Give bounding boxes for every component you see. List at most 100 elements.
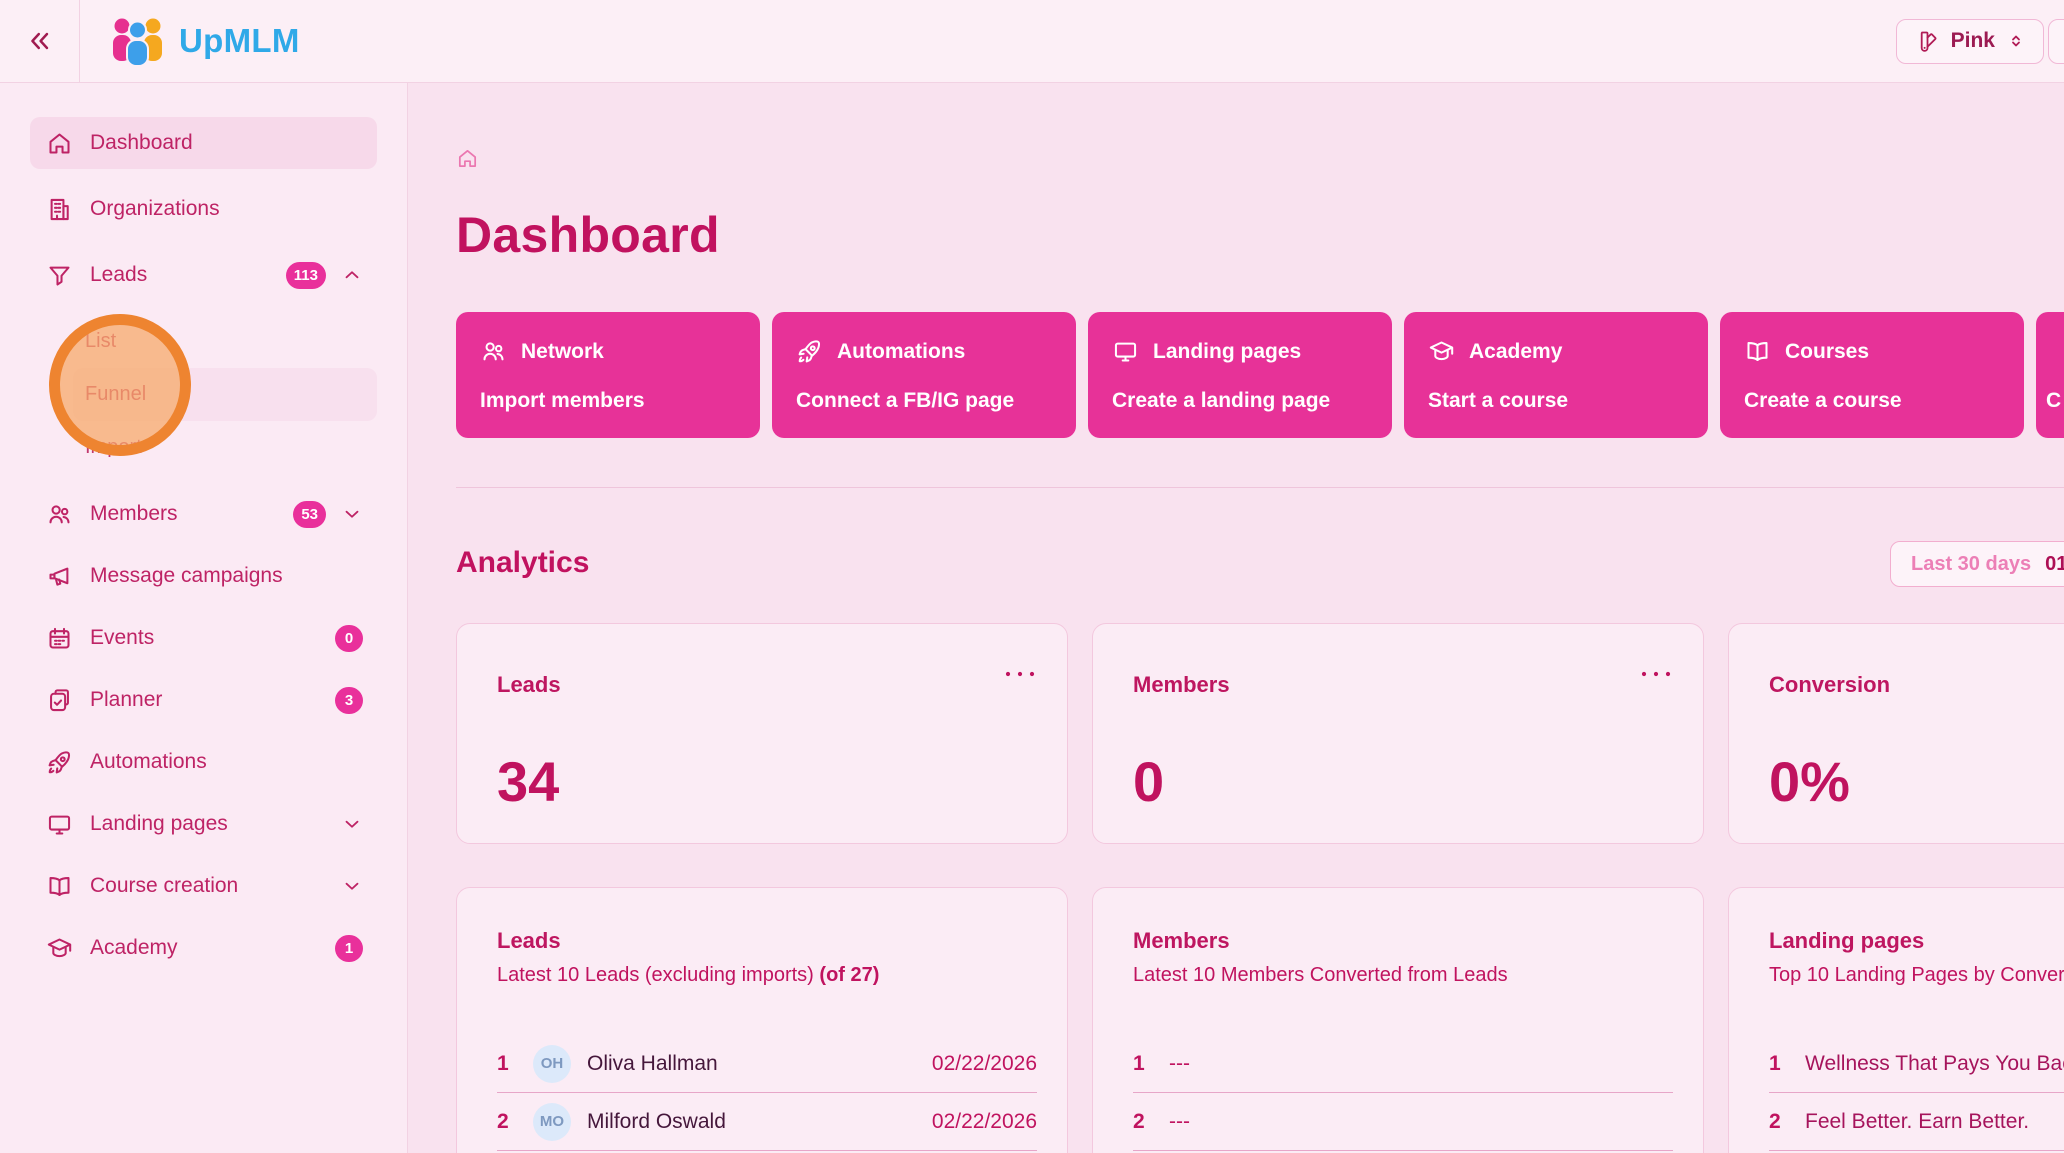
landing-page-row[interactable]: 2 Feel Better. Earn Better. <box>1769 1093 2064 1151</box>
section-divider <box>456 487 2064 488</box>
rocket-icon <box>46 749 73 776</box>
sidebar-item-members[interactable]: Members 53 <box>30 488 377 540</box>
lead-row[interactable]: 2 MO Milford Oswald 02/22/2026 <box>497 1093 1037 1151</box>
leads-count-badge: 113 <box>285 261 326 289</box>
stat-card-members: Members 0 <box>1092 623 1704 844</box>
sidebar-item-label: Academy <box>90 936 178 959</box>
sidebar-item-label: Landing pages <box>90 812 228 835</box>
sidebar-item-label: Automations <box>90 750 207 773</box>
events-count-badge: 0 <box>335 624 363 652</box>
analytics-heading: Analytics <box>456 546 590 579</box>
list-subtitle: Latest 10 Leads (excluding imports) (of … <box>497 964 880 986</box>
funnel-icon <box>46 262 73 289</box>
page-title: Dashboard <box>456 207 720 263</box>
monitor-icon <box>46 811 73 838</box>
chevron-down-icon <box>345 510 359 518</box>
sidebar-item-leads[interactable]: Leads 113 <box>30 249 377 301</box>
academy-count-badge: 1 <box>335 934 363 962</box>
avatar: OH <box>533 1044 571 1083</box>
monitor-icon <box>1114 342 1137 362</box>
calendar-icon <box>46 625 73 652</box>
sidebar-item-message-campaigns[interactable]: Message campaigns <box>30 550 377 602</box>
quick-action-landing-pages[interactable]: Landing pages Create a landing page <box>1088 312 1392 438</box>
sidebar-item-planner[interactable]: Planner 3 <box>30 674 377 726</box>
sidebar-item-events[interactable]: Events 0 <box>30 612 377 664</box>
theme-name: Pink <box>1950 29 1995 52</box>
people-icon <box>46 501 73 528</box>
ellipsis-menu-icon[interactable] <box>1003 662 1037 686</box>
stat-card-leads: Leads 34 <box>456 623 1068 844</box>
book-icon <box>46 873 73 900</box>
quick-action-network[interactable]: Network Import members <box>456 312 760 438</box>
rocket-icon <box>798 340 821 363</box>
upmlm-logo-icon <box>113 18 162 66</box>
chevron-down-icon <box>345 882 359 890</box>
sidebar-collapse-button[interactable] <box>0 0 80 82</box>
chevrons-left-icon <box>30 32 48 50</box>
chevron-down-icon <box>345 820 359 828</box>
graduation-cap-icon <box>46 935 73 962</box>
sidebar-subitem-list[interactable]: List <box>85 330 117 352</box>
app-logo[interactable]: UpMLM <box>108 16 300 66</box>
main-content: Dashboard Network Import members Automat… <box>408 83 2064 1153</box>
sidebar-item-label: Dashboard <box>90 131 193 154</box>
stat-value: 34 <box>497 750 560 813</box>
quick-action-academy[interactable]: Academy Start a course <box>1404 312 1708 438</box>
book-icon <box>1747 342 1768 361</box>
building-icon <box>46 196 73 223</box>
list-card-landing-pages: Landing pages Top 10 Landing Pages by Co… <box>1728 887 2064 1153</box>
planner-icon <box>46 687 73 714</box>
planner-count-badge: 3 <box>335 686 363 714</box>
stat-value: 0 <box>1133 750 1165 813</box>
sidebar-item-academy[interactable]: Academy 1 <box>30 922 377 974</box>
member-row[interactable]: 2 --- <box>1133 1093 1673 1151</box>
sidebar-item-label: Course creation <box>90 874 239 897</box>
sidebar-item-label: Members <box>90 502 178 525</box>
home-icon <box>46 130 73 157</box>
sidebar-item-landing-pages[interactable]: Landing pages <box>30 798 377 850</box>
stat-card-conversion: Conversion 0% <box>1728 623 2064 844</box>
chevron-up-icon <box>345 271 359 279</box>
swatchbook-icon <box>1920 31 1937 52</box>
quick-action-automations[interactable]: Automations Connect a FB/IG page <box>772 312 1076 438</box>
quick-actions-row: Network Import members Automations Conne… <box>456 312 2064 438</box>
sidebar-item-organizations[interactable]: Organizations <box>30 183 377 235</box>
sidebar-item-course-creation[interactable]: Course creation <box>30 860 377 912</box>
breadcrumb-home-icon[interactable] <box>456 147 479 170</box>
avatar: MO <box>533 1102 571 1141</box>
list-subtitle: Latest 10 Members Converted from Leads <box>1133 964 1508 986</box>
member-row[interactable]: 1 --- <box>1133 1035 1673 1093</box>
people-icon <box>483 342 504 361</box>
theme-selector-button[interactable]: Pink <box>1895 18 2044 64</box>
quick-action-card-partial[interactable]: C <box>2036 312 2064 438</box>
stat-value: 0% <box>1769 750 1850 813</box>
members-count-badge: 53 <box>293 500 326 528</box>
stat-cards-row: Leads 34 Members 0 Conversion 0% <box>456 623 2064 844</box>
sidebar-item-label: Organizations <box>90 197 220 220</box>
sidebar-item-automations[interactable]: Automations <box>30 736 377 788</box>
top-header: UpMLM Pink <box>0 0 2064 83</box>
sidebar-nav: Dashboard Organizations Leads 113 List F… <box>0 83 408 1153</box>
lead-row[interactable]: 1 OH Oliva Hallman 02/22/2026 <box>497 1035 1037 1093</box>
ellipsis-menu-icon[interactable] <box>1639 662 1673 686</box>
header-button-partial[interactable] <box>2048 19 2064 64</box>
sidebar-item-label: Leads <box>90 263 148 286</box>
list-cards-row: Leads Latest 10 Leads (excluding imports… <box>456 887 2064 1153</box>
app-name: UpMLM <box>179 22 300 59</box>
sidebar-subitem-import[interactable]: Import <box>85 436 142 458</box>
sidebar-item-label: Events <box>90 626 155 649</box>
graduation-cap-icon <box>1429 341 1454 361</box>
sidebar-subitem-funnel[interactable]: Funnel <box>73 368 377 421</box>
sidebar-item-dashboard[interactable]: Dashboard <box>30 117 377 169</box>
sidebar-item-label: Message campaigns <box>90 564 283 587</box>
chevron-updown-icon <box>2012 35 2020 47</box>
landing-page-row[interactable]: 1 Wellness That Pays You Back <box>1769 1035 2064 1093</box>
sidebar-item-label: Planner <box>90 688 163 711</box>
quick-action-courses[interactable]: Courses Create a course <box>1720 312 2024 438</box>
list-card-leads: Leads Latest 10 Leads (excluding imports… <box>456 887 1068 1153</box>
list-card-members: Members Latest 10 Members Converted from… <box>1092 887 1704 1153</box>
megaphone-icon <box>46 563 73 590</box>
date-range-filter[interactable]: Last 30 days 01/2 <box>1890 541 2064 587</box>
date-range-label: Last 30 days <box>1911 552 2032 575</box>
